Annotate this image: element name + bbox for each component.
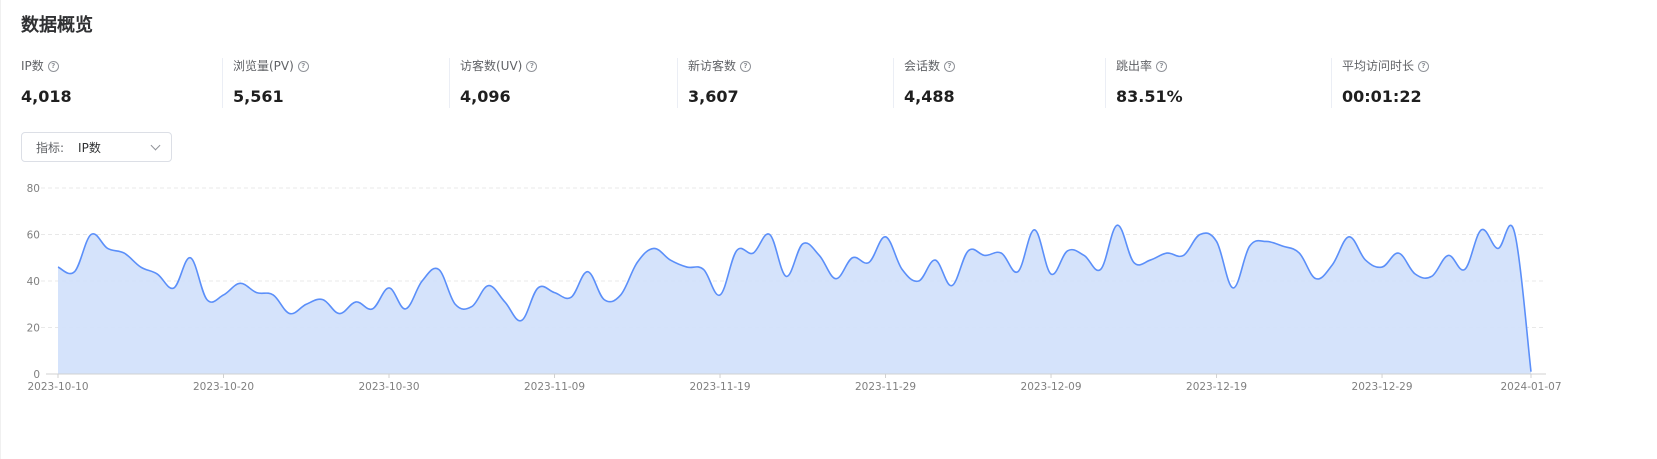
y-tick-label: 80 — [27, 183, 40, 195]
x-tick-label: 2023-12-09 — [1021, 381, 1082, 393]
page-title: 数据概览 — [21, 15, 93, 36]
metric-selector[interactable]: 指标: IP数 — [21, 132, 172, 162]
y-tick-label: 20 — [27, 323, 40, 335]
question-circle-icon[interactable]: ? — [740, 60, 752, 72]
y-axis-labels: 0 20 40 60 80 — [27, 183, 40, 381]
metric-value: 00:01:22 — [1342, 87, 1422, 106]
y-tick-label: 60 — [27, 230, 40, 242]
x-tick-label: 2023-10-10 — [27, 381, 88, 393]
metric-pv: 浏览量(PV) ? 5,561 — [222, 58, 448, 108]
x-tick-label: 2023-10-30 — [358, 381, 419, 393]
x-tick-label: 2023-11-19 — [690, 381, 751, 393]
y-tick-label: 40 — [27, 276, 40, 288]
x-tick-label: 2024-01-07 — [1500, 381, 1561, 393]
question-circle-icon[interactable]: ? — [1418, 60, 1430, 72]
question-circle-icon[interactable]: ? — [297, 60, 309, 72]
metric-value: 4,096 — [460, 87, 511, 106]
x-tick-label: 2023-11-29 — [855, 381, 916, 393]
metric-value: 4,018 — [21, 87, 72, 106]
series-area — [58, 225, 1531, 374]
metric-sessions: 会话数 ? 4,488 — [893, 58, 1104, 108]
x-tick-label: 2023-12-29 — [1352, 381, 1413, 393]
metric-avg-duration: 平均访问时长 ? 00:01:22 — [1331, 58, 1591, 108]
metric-selector-label: 指标: — [36, 140, 65, 155]
metric-selector-value: IP数 — [78, 140, 101, 155]
metric-ip: IP数 ? 4,018 — [21, 58, 221, 108]
x-axis-labels: 2023-10-10 2023-10-20 2023-10-30 2023-11-09… — [27, 381, 1561, 393]
ip-trend-chart: 0 20 40 60 80 2023-10-10 2023-10-20 2023-10-30… — [27, 183, 1562, 393]
metric-value: 3,607 — [688, 87, 739, 106]
question-circle-icon[interactable]: ? — [944, 60, 956, 72]
metric-uv: 访客数(UV) ? 4,096 — [449, 58, 676, 108]
question-circle-icon[interactable]: ? — [526, 60, 538, 72]
metric-value: 83.51% — [1116, 87, 1183, 106]
x-tick-label: 2023-10-20 — [193, 381, 254, 393]
chevron-down-icon — [150, 140, 161, 150]
metric-label: 浏览量(PV) — [233, 59, 294, 73]
series-line — [57, 224, 1532, 372]
metric-label: IP数 — [21, 59, 44, 73]
question-circle-icon[interactable]: ? — [47, 60, 59, 72]
x-tick-label: 2023-12-19 — [1186, 381, 1247, 393]
metric-label: 访客数(UV) — [460, 59, 523, 73]
metric-label: 跳出率 — [1116, 59, 1153, 73]
metric-value: 4,488 — [904, 87, 955, 106]
metric-value: 5,561 — [233, 87, 284, 106]
metric-label: 会话数 — [904, 59, 941, 73]
metric-label: 平均访问时长 — [1342, 59, 1415, 73]
x-tick-label: 2023-11-09 — [524, 381, 585, 393]
metric-new-visitors: 新访客数 ? 3,607 — [677, 58, 893, 108]
x-axis-ticks — [57, 374, 1532, 378]
y-tick-label: 0 — [33, 369, 40, 381]
metric-label: 新访客数 — [688, 59, 737, 73]
question-circle-icon[interactable]: ? — [1156, 60, 1168, 72]
metric-bounce-rate: 跳出率 ? 83.51% — [1105, 58, 1331, 108]
